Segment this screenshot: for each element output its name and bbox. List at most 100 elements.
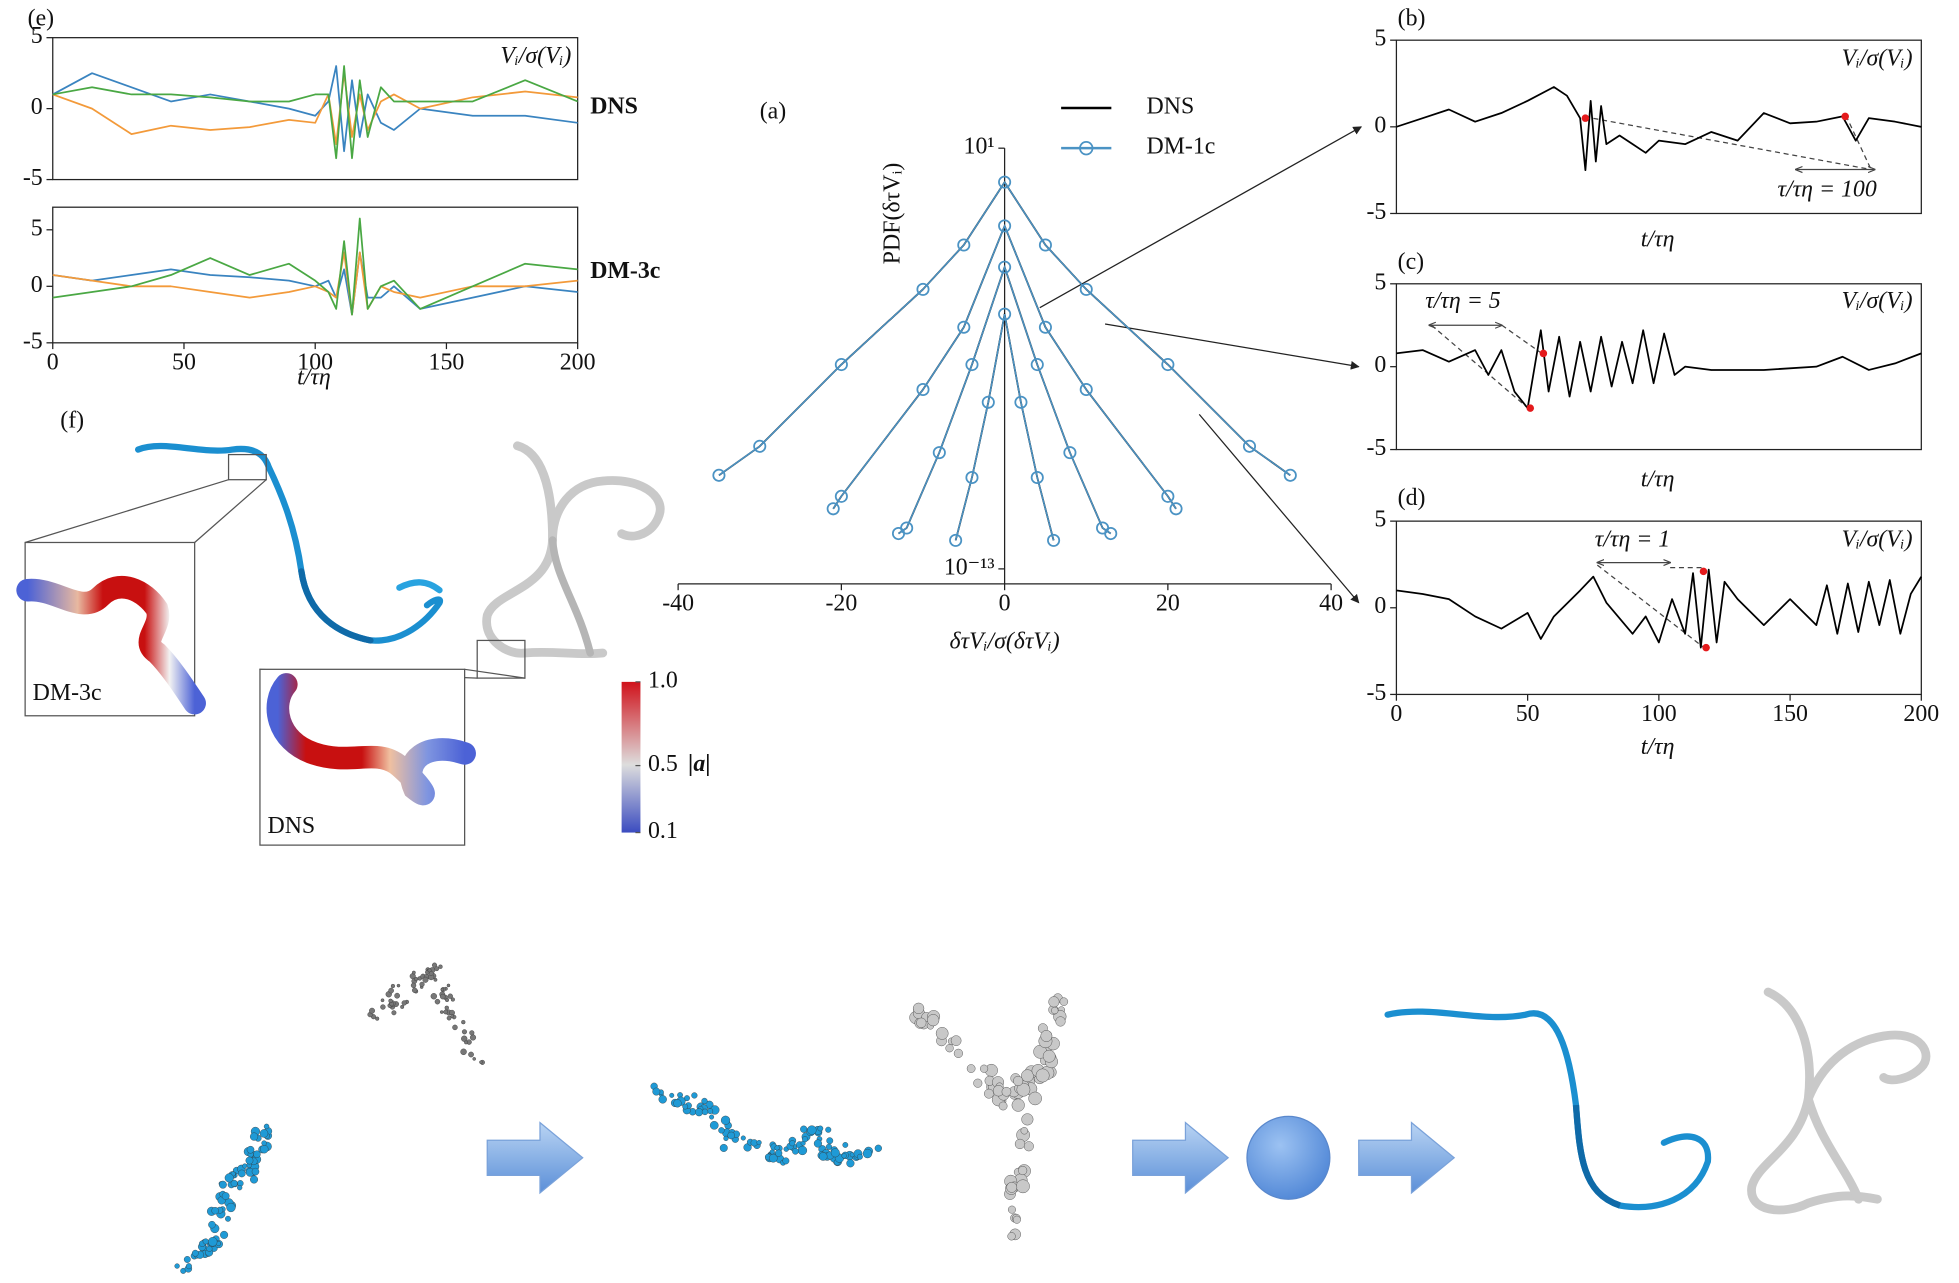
- data-point: [1079, 282, 1093, 296]
- particle: [211, 1207, 219, 1215]
- highlight-point: [1841, 112, 1849, 121]
- particle: [841, 1153, 847, 1159]
- blue-trajectory-dark: [1572, 1104, 1622, 1209]
- particle: [998, 1101, 1008, 1111]
- highlight-point: [1581, 114, 1590, 122]
- series-line: [52, 251, 578, 316]
- particle: [927, 1014, 940, 1027]
- data-point: [1079, 383, 1093, 397]
- particle: [220, 1230, 229, 1239]
- block-arrow: [1358, 1121, 1456, 1195]
- x-tick-label: -20: [825, 591, 857, 617]
- particle: [422, 976, 429, 983]
- particle: [825, 1126, 832, 1133]
- series-line: [1396, 86, 1922, 172]
- particle: [237, 1169, 246, 1178]
- particle: [183, 1256, 191, 1263]
- particle: [701, 1108, 709, 1116]
- particle: [826, 1137, 834, 1145]
- particle: [707, 1108, 714, 1115]
- y-tick-label: 0: [31, 272, 43, 298]
- series-line: [954, 314, 1055, 541]
- pipeline-illustration: [174, 962, 1931, 1274]
- interval-note: τ/τη = 100: [1777, 176, 1876, 202]
- particle: [369, 1007, 375, 1014]
- particle: [246, 1145, 255, 1154]
- legend-marker: [1079, 141, 1094, 156]
- blue-trajectory: [1384, 1008, 1711, 1211]
- x-tick-label: 0: [999, 591, 1011, 617]
- particle: [950, 1035, 962, 1046]
- grey-trajectory: [1803, 1030, 1931, 1204]
- data-point: [949, 533, 963, 547]
- y-tick-label: 5: [31, 23, 43, 49]
- particle: [440, 987, 445, 992]
- particle: [430, 993, 437, 1000]
- particle: [446, 1015, 452, 1021]
- particle: [391, 1010, 397, 1016]
- data-point: [998, 307, 1012, 321]
- particle: [224, 1173, 234, 1183]
- particle: [691, 1092, 698, 1099]
- particle: [259, 1129, 269, 1138]
- particle: [856, 1153, 863, 1160]
- series-line: [52, 65, 578, 160]
- data-point: [1104, 527, 1118, 541]
- x-tick-label: 40: [1319, 591, 1343, 617]
- panel-label: (d): [1398, 485, 1426, 511]
- plot-frame: [52, 37, 579, 181]
- panel-label: (c): [1398, 249, 1424, 275]
- zoom-box: [227, 453, 267, 481]
- particle: [446, 983, 451, 988]
- particle: [461, 1020, 466, 1025]
- data-point: [965, 470, 979, 485]
- particle: [434, 966, 440, 972]
- colorbar-tick-label: 0.5: [648, 751, 678, 777]
- series-line: [832, 223, 1177, 510]
- particle: [984, 1088, 994, 1099]
- particle: [226, 1202, 236, 1213]
- grey-trajectory: [548, 536, 594, 657]
- y-tick-label: 0: [1374, 352, 1386, 378]
- particle: [1040, 1030, 1053, 1042]
- particle: [472, 1057, 476, 1061]
- legend-label: DM-1c: [1147, 134, 1216, 160]
- data-point: [900, 521, 914, 535]
- particle: [191, 1249, 199, 1257]
- particle: [1007, 1232, 1016, 1241]
- particle: [461, 1029, 467, 1035]
- particle: [1048, 996, 1060, 1008]
- particle: [1042, 1049, 1056, 1063]
- particle: [718, 1127, 725, 1134]
- particle: [447, 993, 453, 999]
- particle: [260, 1144, 269, 1154]
- particle: [912, 1002, 925, 1014]
- data-point: [998, 219, 1012, 233]
- particle: [701, 1097, 708, 1105]
- data-point: [957, 238, 971, 252]
- axis-annotation: Vᵢ/σ(Vᵢ): [1842, 288, 1913, 314]
- axis-annotation: Vᵢ/σ(Vᵢ): [1842, 46, 1913, 72]
- series-line: [898, 264, 1112, 535]
- panel-label: (a): [760, 98, 786, 124]
- y-tick-label: 5: [1374, 26, 1386, 52]
- particle: [253, 1150, 261, 1158]
- particle: [945, 1044, 954, 1053]
- x-tick-label: 200: [560, 350, 596, 376]
- particle: [261, 1140, 267, 1146]
- y-tick-label: 0: [31, 94, 43, 120]
- particle: [792, 1148, 799, 1155]
- particle: [375, 1016, 380, 1021]
- x-tick-label: 150: [429, 350, 465, 376]
- x-tick-label: 50: [172, 350, 196, 376]
- dashed-guide: [1596, 564, 1704, 648]
- particle: [709, 1114, 715, 1120]
- particle: [652, 1087, 661, 1096]
- connector-arrow: [1039, 126, 1363, 309]
- particle: [740, 1135, 746, 1141]
- y-tick-label: 5: [1374, 507, 1386, 533]
- x-tick-label: -40: [662, 591, 694, 617]
- data-point: [1169, 502, 1183, 516]
- particle: [1013, 1075, 1024, 1086]
- particle: [719, 1143, 728, 1152]
